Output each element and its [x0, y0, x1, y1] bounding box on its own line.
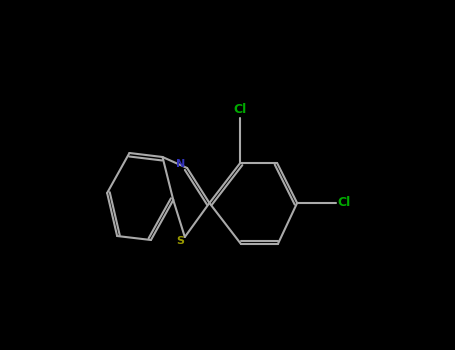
Text: Cl: Cl: [233, 103, 247, 116]
Text: N: N: [176, 159, 186, 169]
Text: Cl: Cl: [337, 196, 350, 210]
Text: S: S: [177, 236, 185, 245]
